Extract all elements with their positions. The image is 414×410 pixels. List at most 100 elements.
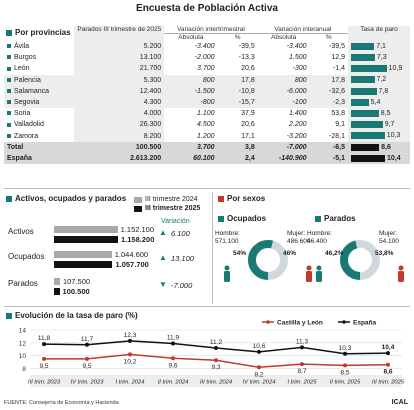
province-marker-icon [7,55,11,60]
parados-title: Parados [315,214,356,223]
province-marker-icon [7,122,11,127]
activos-category-label: Ocupados [8,252,45,261]
parados-value: 13.100 [139,54,162,62]
data-label: 12,3 [124,332,137,339]
bar-2024 [54,226,118,233]
anual-pct-value: -32,6 [329,87,345,95]
province-marker-icon [7,66,11,71]
header-var-anual: Variación interanual [257,26,348,34]
donut-men-slice [340,240,380,280]
parados-mujer-label: Mujer: [379,230,398,237]
anual-pct-value: -2,3 [332,99,345,107]
header-inter-abs: Absoluta [178,34,204,41]
tasa-bar [350,98,369,106]
table-row: Salamanca 12.400 -1.500 -10,8 -6.000 -32,6 7,8 [4,85,410,97]
x-tick-label: IV trim. 2024 [243,380,276,386]
ocupados-title: Ocupados [218,214,266,223]
header-anual-pct: % [325,34,332,41]
bar-2025-value: 1.057.700 [115,260,149,269]
inter-pct-value: 37,9 [241,110,255,118]
province-name: Segovia [14,99,40,107]
ocupados-hombre-pct: 54% [233,250,247,257]
inter-pct-value: 17,1 [241,132,255,140]
legend-2024-swatch [134,197,142,203]
inter-pct-value: -15,7 [238,99,255,107]
data-label: 8,6 [383,369,392,376]
tasa-value: 5,4 [370,98,381,106]
province-name: Palencia [14,76,41,84]
inter-abs-value: 3.700 [197,143,215,151]
provincias-table: Parados III trimestre de 2025 Variación … [4,26,410,165]
parados-value: 4.000 [143,110,162,118]
activos-category-label: Activos [8,227,34,236]
data-label: 8,5 [340,369,349,376]
province-name: Ávila [14,43,30,51]
section-activos-title: Activos, ocupados y parados [6,194,126,203]
data-label: 10,6 [253,343,266,350]
total-row: Total 100.500 3.700 3,8 -7.000 -6,5 8,6 [4,141,410,153]
arrow-up-icon: ▲ [159,228,167,237]
inter-pct-value: -39,5 [238,43,255,51]
data-point [85,356,89,361]
parados-hombre-pct: 46,2% [325,250,344,257]
table-row: Soria 4.000 1.100 37,9 1.400 53,8 8,5 [4,108,410,120]
tasa-value: 10,4 [387,154,401,162]
data-point [214,358,218,363]
tasa-value: 9,7 [384,121,395,129]
x-axis-band [30,375,402,387]
bar-2025 [54,236,118,243]
ocupados-marker-icon [218,215,224,222]
data-label: 10,3 [339,345,352,352]
bar-2025 [54,288,60,295]
table-row: Valladolid 26.300 4.500 20,6 2.200 9,1 9,7 [4,119,410,131]
x-tick-label: I trim. 2024 [116,380,145,386]
legend-2024-label: III trimestre 2024 [145,196,198,203]
anual-abs-value: -3.400 [286,43,307,51]
legend-marker [266,320,270,324]
table-row: Segovia 4.300 -800 -15,7 -100 -2,3 5,4 [4,96,410,109]
section-marker-icon [218,195,224,202]
data-point [257,349,261,354]
data-point [85,342,89,347]
anual-pct-value: -1,4 [332,65,345,73]
parados-value: 2.613.200 [130,154,162,162]
x-tick-label: II trim. 2024 [158,380,189,386]
data-point [386,362,390,367]
bar-2024 [54,251,112,258]
woman-icon [306,265,312,282]
data-point [300,345,304,350]
anual-pct-value: 53,8 [331,110,345,118]
inter-pct-value: -10,8 [238,87,255,95]
parados-value: 4.300 [143,99,162,107]
x-tick-label: III trim. 2024 [200,380,232,386]
data-label: 11,3 [296,338,309,345]
anual-pct-value: 9,1 [335,121,345,129]
section-marker-icon [6,29,12,36]
inter-pct-value: 3,8 [245,143,255,151]
tasa-bar [350,154,386,162]
legend-label: España [353,320,377,327]
inter-pct-value: 20,6 [241,65,255,73]
inter-abs-value: -3.400 [194,43,215,51]
anual-abs-value: 2.200 [289,121,307,129]
inter-pct-value: 17,8 [241,76,255,84]
data-label: 8,2 [254,371,263,378]
x-tick-label: II trim. 2025 [330,380,361,386]
data-label: 8,7 [297,368,306,375]
inter-pct-value: 20,6 [241,121,255,129]
data-label: 9,6 [168,362,177,369]
table-row: Palencia 5.300 800 17,8 800 17,8 7,2 [4,74,410,86]
x-tick-label: III trim. 2025 [372,380,405,386]
y-tick-label: 8 [22,366,26,373]
section-marker-icon [6,195,12,202]
ocupados-mujer-value: 486.600 [287,238,311,245]
variacion-value: -7.000 [171,281,193,290]
header-anual-abs: Absoluta [271,34,297,41]
province-name: Valladolid [14,121,44,129]
x-tick-label: IV trim. 2023 [71,380,105,386]
anual-pct-value: 17,8 [331,76,345,84]
tasa-value: 8,5 [380,110,391,118]
data-label: 9,5 [82,363,91,370]
anual-abs-value: -300 [292,65,307,73]
bar-2025-value: 100.500 [62,287,90,296]
